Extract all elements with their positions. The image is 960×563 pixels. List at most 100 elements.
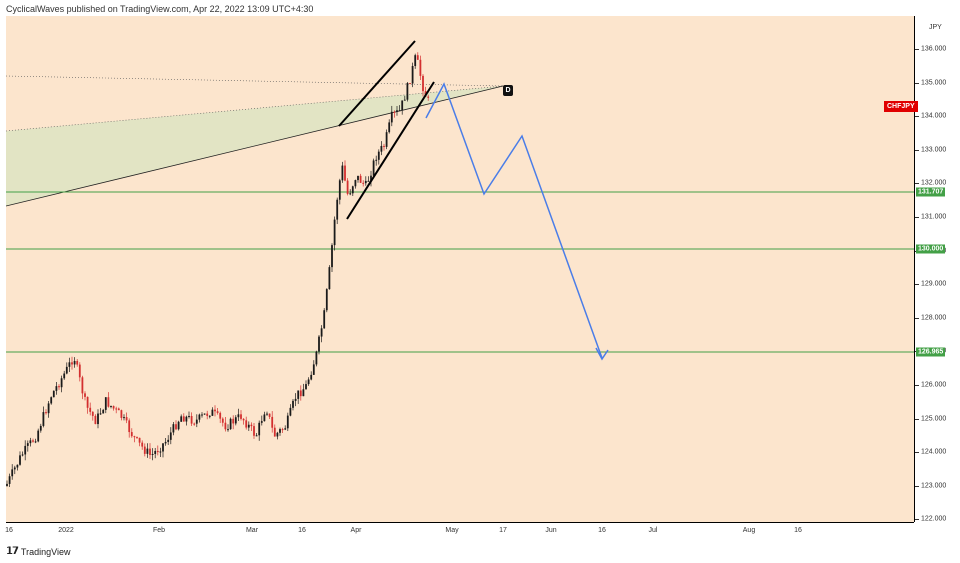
price-tick-mark bbox=[915, 418, 919, 420]
candle-body bbox=[76, 360, 79, 365]
candle-body bbox=[315, 351, 318, 365]
candle-body bbox=[60, 378, 63, 388]
publish-header: CyclicalWaves published on TradingView.c… bbox=[6, 4, 314, 14]
triangle-dotted-mid bbox=[6, 85, 504, 132]
candle-body bbox=[182, 416, 185, 422]
candle-body bbox=[266, 413, 268, 415]
price-tick-label: 134.000 bbox=[921, 112, 947, 120]
price-tick-label: 126.000 bbox=[921, 381, 947, 389]
candle-body bbox=[253, 426, 255, 436]
candle-body bbox=[39, 425, 42, 431]
price-tick-mark bbox=[915, 149, 919, 151]
projection-arrowhead bbox=[595, 347, 609, 361]
candle-body bbox=[406, 83, 409, 100]
candle-body bbox=[159, 451, 162, 453]
candle-body bbox=[102, 409, 105, 414]
candle-body bbox=[247, 424, 250, 428]
candle-body bbox=[255, 435, 258, 437]
candle-body bbox=[401, 100, 404, 111]
candle-body bbox=[78, 364, 81, 378]
triangle-dotted-top bbox=[6, 75, 504, 87]
price-tick-mark bbox=[915, 217, 919, 218]
candle-body bbox=[276, 432, 279, 437]
candle-body bbox=[398, 110, 401, 112]
candle-body bbox=[133, 436, 136, 438]
candle-body bbox=[138, 437, 141, 443]
footer-brand: TradingView bbox=[20, 546, 71, 557]
candle-body bbox=[45, 412, 47, 414]
candle-body bbox=[411, 66, 414, 84]
time-axis[interactable]: 16 2022 Feb Mar 16 Apr May 17 Jun 16 Jul Aug 16 bbox=[5, 522, 914, 543]
candle-body bbox=[416, 55, 419, 60]
candle-body bbox=[26, 443, 29, 446]
candle-body bbox=[307, 379, 310, 385]
chart-canvas[interactable]: D bbox=[6, 16, 914, 522]
candle-body bbox=[323, 310, 326, 329]
candle-body bbox=[89, 407, 92, 412]
candle-body bbox=[37, 430, 40, 442]
candle-body bbox=[377, 151, 380, 160]
time-label: 16 bbox=[5, 527, 13, 534]
price-chart[interactable] bbox=[6, 16, 914, 522]
candle-body bbox=[58, 386, 60, 388]
candle-body bbox=[42, 412, 45, 426]
candle-body bbox=[8, 476, 11, 484]
candle-body bbox=[305, 384, 307, 390]
candle-body bbox=[19, 455, 21, 465]
candle-body bbox=[214, 409, 216, 412]
candle-body bbox=[185, 416, 188, 422]
candle-body bbox=[167, 439, 170, 442]
candle-body bbox=[151, 453, 154, 455]
price-tick-mark bbox=[915, 485, 919, 487]
candle-body bbox=[65, 366, 68, 374]
candle-body bbox=[364, 180, 367, 184]
candle-body bbox=[344, 165, 346, 181]
candle-body bbox=[245, 420, 248, 428]
candle-body bbox=[370, 175, 372, 181]
candle-body bbox=[73, 360, 76, 365]
candle-body bbox=[372, 160, 375, 176]
candle-body bbox=[299, 390, 302, 397]
wedge-lower-line bbox=[346, 81, 435, 220]
candle-body bbox=[195, 419, 198, 424]
candle-body bbox=[279, 429, 281, 433]
candle-body bbox=[125, 417, 128, 421]
price-tick-mark bbox=[915, 452, 919, 454]
candle-body bbox=[224, 422, 227, 430]
candle-body bbox=[84, 393, 86, 397]
time-label: 16 bbox=[598, 527, 606, 534]
candle-body bbox=[52, 390, 55, 398]
candle-body bbox=[240, 414, 242, 419]
price-tick-label: 132.000 bbox=[921, 179, 947, 187]
candle-body bbox=[351, 186, 354, 194]
candle-body bbox=[390, 111, 393, 123]
candle-body bbox=[16, 464, 19, 468]
candle-body bbox=[47, 403, 50, 414]
candle-body bbox=[143, 446, 146, 454]
candle-body bbox=[128, 420, 131, 433]
projection-path bbox=[425, 82, 603, 359]
price-tick-label: 135.000 bbox=[921, 79, 947, 87]
time-label: 16 bbox=[794, 527, 802, 534]
candle-body bbox=[409, 83, 411, 85]
candle-body bbox=[172, 424, 175, 433]
price-tick-label: 131.000 bbox=[921, 213, 947, 221]
candle-body bbox=[310, 374, 313, 380]
candle-body bbox=[193, 423, 196, 425]
candle-body bbox=[284, 428, 287, 430]
price-tick-label: 122.000 bbox=[921, 515, 947, 523]
candle-body bbox=[211, 409, 214, 416]
candle-body bbox=[242, 418, 245, 421]
candle-body bbox=[175, 424, 177, 430]
price-tick-label: 133.000 bbox=[921, 146, 947, 154]
time-label: 2022 bbox=[58, 527, 74, 534]
candle-body bbox=[29, 440, 32, 444]
candle-body bbox=[63, 373, 66, 379]
level-badge: 130.000 bbox=[916, 244, 946, 254]
candle-body bbox=[107, 397, 110, 407]
candle-body bbox=[271, 416, 274, 428]
candle-body bbox=[117, 408, 120, 411]
candle-body bbox=[188, 415, 190, 417]
price-tick-label: 128.000 bbox=[921, 314, 947, 322]
price-axis[interactable]: JPY 136.000 135.000 134.000 133.000 132.000 1… bbox=[914, 16, 960, 523]
